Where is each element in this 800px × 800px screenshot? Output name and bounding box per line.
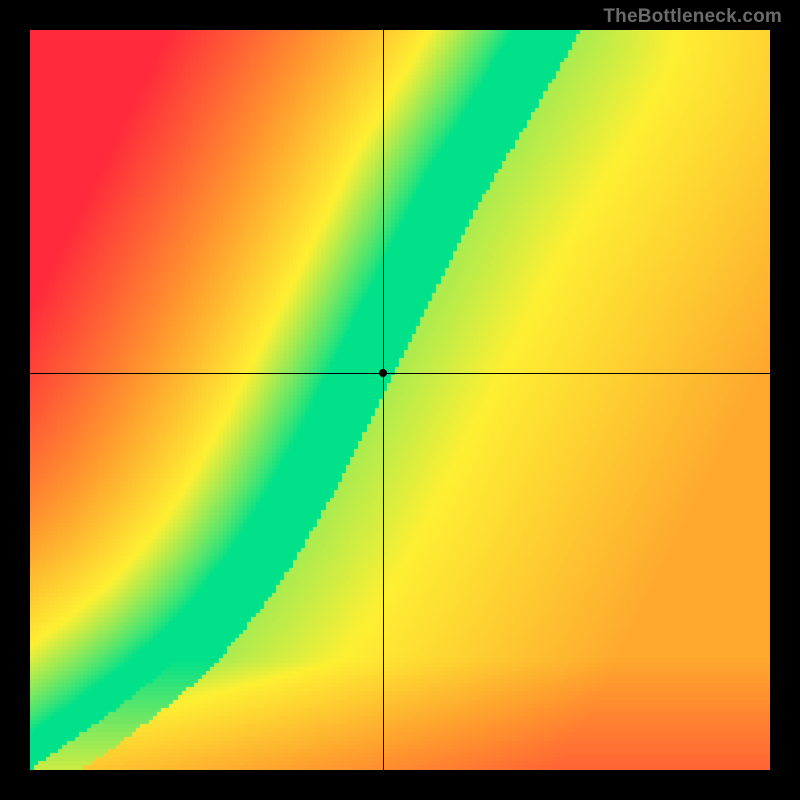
- crosshair-dot: [379, 369, 387, 377]
- crosshair-horizontal: [30, 373, 770, 374]
- plot-area: [30, 30, 770, 770]
- watermark-text: TheBottleneck.com: [603, 6, 782, 28]
- heatmap-canvas: [30, 30, 770, 770]
- crosshair-vertical: [383, 30, 384, 770]
- chart-container: TheBottleneck.com: [0, 0, 800, 800]
